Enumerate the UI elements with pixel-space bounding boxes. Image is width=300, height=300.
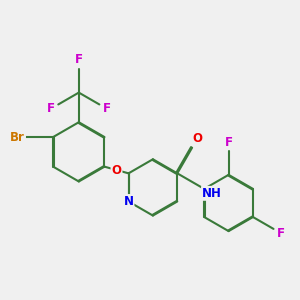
Text: N: N xyxy=(124,195,134,208)
Text: F: F xyxy=(75,53,83,67)
Text: Br: Br xyxy=(10,130,25,143)
Text: NH: NH xyxy=(202,187,222,200)
Text: F: F xyxy=(46,102,55,116)
Text: F: F xyxy=(103,102,111,116)
Text: O: O xyxy=(112,164,122,176)
Text: F: F xyxy=(225,136,232,149)
Text: F: F xyxy=(277,227,285,240)
Text: O: O xyxy=(192,132,202,145)
